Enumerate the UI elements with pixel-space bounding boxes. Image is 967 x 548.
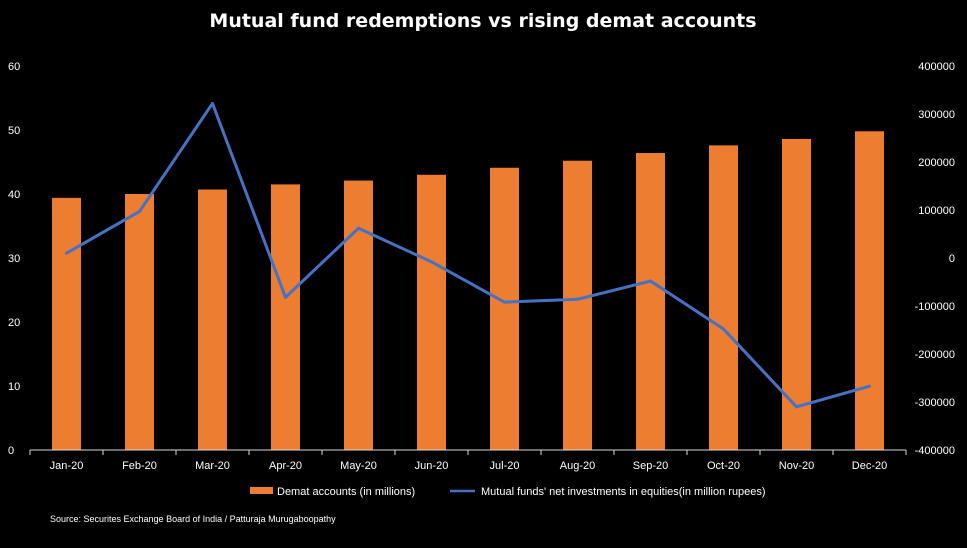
bar-Jul-20 xyxy=(490,167,519,450)
x-tick-label: Dec-20 xyxy=(852,460,887,472)
legend-line-label: Mutual funds' net investments in equitie… xyxy=(481,486,766,498)
left-y-tick-label: 40 xyxy=(8,189,20,201)
x-tick-label: Oct-20 xyxy=(707,460,740,472)
bar-Dec-20 xyxy=(855,131,884,450)
right-y-tick-label: -400000 xyxy=(915,445,955,457)
right-y-tick-label: 300000 xyxy=(918,109,955,121)
chart-title: Mutual fund redemptions vs rising demat … xyxy=(209,10,756,32)
line-point-Mar-20 xyxy=(211,101,214,105)
x-tick-label: Jun-20 xyxy=(415,460,449,472)
left-y-tick-label: 0 xyxy=(8,445,14,457)
line-point-Jun-20 xyxy=(430,260,433,264)
line-point-Apr-20 xyxy=(284,295,287,299)
right-y-tick-label: 0 xyxy=(949,253,955,265)
bar-Feb-20 xyxy=(125,194,154,450)
line-point-Feb-20 xyxy=(138,209,141,213)
left-y-tick-label: 30 xyxy=(8,253,20,265)
right-y-tick-label: -300000 xyxy=(915,397,955,409)
bar-Sep-20 xyxy=(636,153,665,451)
bar-Apr-20 xyxy=(271,184,300,450)
line-point-Jul-20 xyxy=(503,300,506,304)
line-point-May-20 xyxy=(357,226,360,230)
x-tick-label: Aug-20 xyxy=(560,460,595,472)
x-axis-ticks: Jan-20 Feb-20 Mar-20 Apr-20 May-20 Jun-20 Jul-… xyxy=(29,450,907,472)
left-y-tick-label: 10 xyxy=(8,381,20,393)
bar-Jun-20 xyxy=(417,174,446,451)
left-y-tick-label: 60 xyxy=(8,61,20,73)
left-y-axis: 0 10 20 30 40 50 60 xyxy=(8,61,20,457)
line-point-Nov-20 xyxy=(795,405,798,409)
line-point-Dec-20 xyxy=(868,384,871,388)
x-tick-label: Sep-20 xyxy=(633,460,668,472)
x-tick-label: Mar-20 xyxy=(195,460,230,472)
legend-bar-swatch xyxy=(250,487,273,494)
left-y-tick-label: 20 xyxy=(8,317,20,329)
x-tick-label: Apr-20 xyxy=(269,460,302,472)
x-tick-label: May-20 xyxy=(340,460,377,472)
x-tick-label: Jul-20 xyxy=(490,460,520,472)
bar-Aug-20 xyxy=(563,160,592,450)
left-y-tick-label: 50 xyxy=(8,125,20,137)
line-point-Sep-20 xyxy=(649,279,652,283)
bar-Oct-20 xyxy=(709,145,738,451)
x-tick-label: Feb-20 xyxy=(122,460,157,472)
x-tick-label: Nov-20 xyxy=(779,460,814,472)
line-point-Oct-20 xyxy=(722,327,725,331)
source-note: Source: Securites Exchange Board of Indi… xyxy=(50,514,336,524)
bar-series xyxy=(52,131,884,451)
x-tick-label: Jan-20 xyxy=(50,460,84,472)
line-point-Aug-20 xyxy=(576,297,579,301)
legend: Demat accounts (in millions) Mutual fund… xyxy=(250,486,766,498)
right-y-tick-label: 400000 xyxy=(918,61,955,73)
right-y-tick-label: 100000 xyxy=(918,205,955,217)
legend-bar-label: Demat accounts (in millions) xyxy=(277,486,415,498)
line-series xyxy=(65,101,871,409)
bar-Jan-20 xyxy=(52,197,81,450)
right-y-axis: -400000 -300000 -200000 -100000 0 100000 20000… xyxy=(915,61,955,457)
line-point-Jan-20 xyxy=(65,251,68,255)
right-y-tick-label: 200000 xyxy=(918,157,955,169)
plot-area: Jan-20 Feb-20 Mar-20 Apr-20 May-20 Jun-20 Jul-… xyxy=(29,101,907,472)
bar-Mar-20 xyxy=(198,189,227,450)
right-y-tick-label: -100000 xyxy=(915,301,955,313)
bar-May-20 xyxy=(344,180,373,450)
line-path xyxy=(65,101,870,409)
right-y-tick-label: -200000 xyxy=(915,349,955,361)
